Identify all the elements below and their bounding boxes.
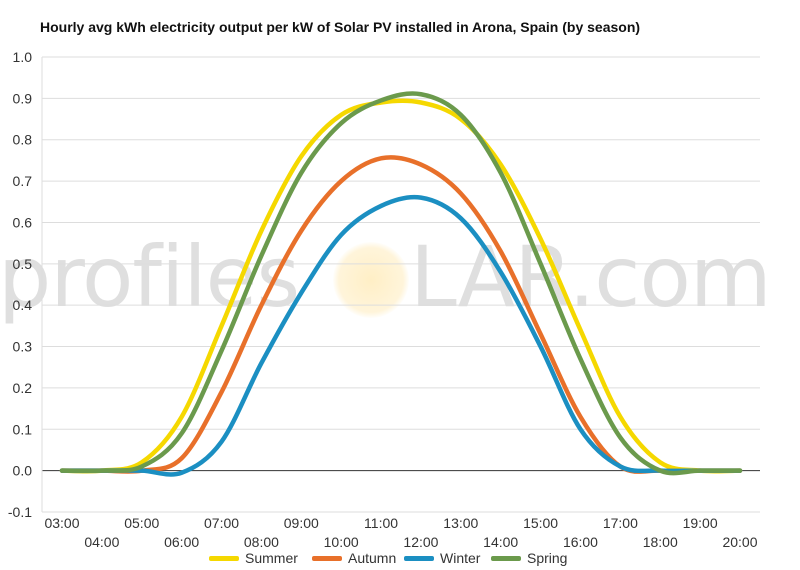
y-tick-label: 0.8 xyxy=(13,132,33,148)
x-tick-label: 14:00 xyxy=(483,534,518,550)
x-tick-label: 03:00 xyxy=(44,515,79,531)
y-tick-label: 0.7 xyxy=(13,173,33,189)
x-tick-label: 17:00 xyxy=(603,515,638,531)
series-line-summer xyxy=(59,98,743,474)
y-tick-label: 0.6 xyxy=(13,214,33,230)
grid-layer xyxy=(41,56,760,513)
y-axis-ticks: -0.1 0.0 0.1 0.2 0.3 0.4 0.5 0.6 0.7 0.8 0.9 1.0 xyxy=(8,49,32,520)
legend-item-autumn[interactable]: Autumn xyxy=(312,549,396,567)
legend-swatch xyxy=(209,555,239,561)
y-tick-label: 0.3 xyxy=(13,339,33,355)
chart-title: Hourly avg kWh electricity output per kW… xyxy=(40,19,641,35)
legend-item-winter[interactable]: Winter xyxy=(404,549,480,567)
x-tick-label: 16:00 xyxy=(563,534,598,550)
legend-item-spring[interactable]: Spring xyxy=(491,549,567,567)
y-tick-label: 0.4 xyxy=(13,297,33,313)
x-tick-label: 10:00 xyxy=(324,534,359,550)
series-line-winter xyxy=(59,194,743,477)
series-layer xyxy=(59,91,743,477)
legend-item-summer[interactable]: Summer xyxy=(209,549,298,567)
y-tick-label: 0.2 xyxy=(13,380,33,396)
legend-swatch xyxy=(491,555,521,561)
legend-label: Winter xyxy=(440,550,481,566)
x-tick-label: 15:00 xyxy=(523,515,558,531)
series-line-autumn xyxy=(59,155,743,474)
y-tick-label: 0.9 xyxy=(13,90,33,106)
x-tick-label: 20:00 xyxy=(722,534,757,550)
x-tick-label: 08:00 xyxy=(244,534,279,550)
y-tick-label: -0.1 xyxy=(8,504,32,520)
x-tick-label: 13:00 xyxy=(443,515,478,531)
x-tick-label: 06:00 xyxy=(164,534,199,550)
legend-label: Autumn xyxy=(348,550,397,566)
legend: Summer Autumn Winter Spring xyxy=(0,549,800,567)
x-tick-label: 05:00 xyxy=(124,515,159,531)
y-tick-label: 1.0 xyxy=(13,49,33,65)
x-tick-label: 19:00 xyxy=(683,515,718,531)
x-tick-label: 18:00 xyxy=(643,534,678,550)
x-axis-ticks: 03:00 04:00 05:00 06:00 07:00 08:00 09:00 10:00… xyxy=(44,515,757,550)
x-tick-label: 04:00 xyxy=(84,534,119,550)
y-tick-label: 0.0 xyxy=(13,463,33,479)
y-tick-label: 0.1 xyxy=(13,421,33,437)
legend-swatch xyxy=(312,555,342,561)
x-tick-label: 07:00 xyxy=(204,515,239,531)
y-tick-label: 0.5 xyxy=(13,256,33,272)
x-tick-label: 11:00 xyxy=(364,515,398,531)
series-line-spring xyxy=(59,91,743,476)
x-tick-label: 09:00 xyxy=(284,515,319,531)
legend-label: Spring xyxy=(527,550,568,566)
legend-label: Summer xyxy=(245,550,298,566)
legend-swatch xyxy=(404,555,434,561)
x-tick-label: 12:00 xyxy=(403,534,438,550)
